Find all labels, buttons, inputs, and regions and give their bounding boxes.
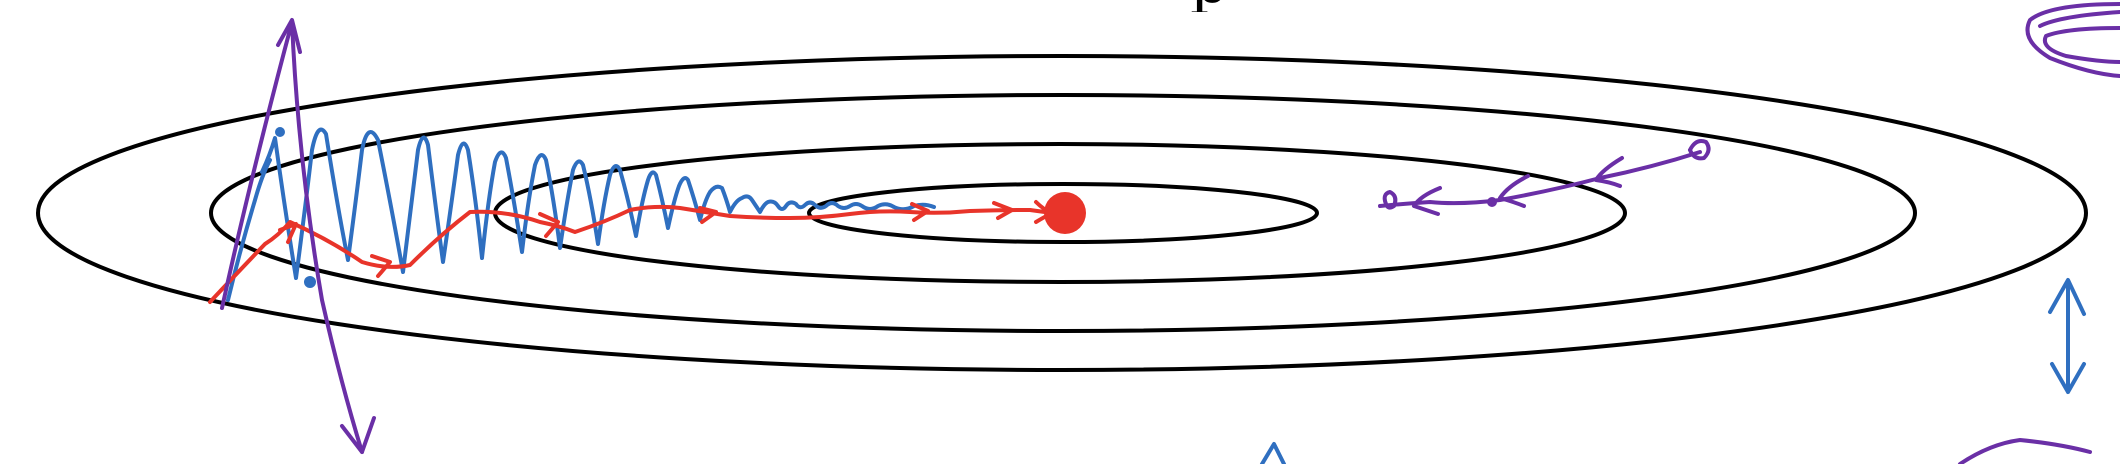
minimum-point [1044, 192, 1086, 234]
corner-scribble [2025, 2, 2120, 78]
oscillating-path-end-dot [304, 276, 316, 288]
bottom-edge-stroke [1260, 442, 1286, 464]
contour-outer [36, 54, 2088, 372]
bottom-right-stroke [1958, 438, 2092, 464]
vertical-oscillation-arrow-bottom-head [340, 416, 376, 454]
reverse-path-start-loop [1688, 139, 1711, 161]
reverse-path-end-loop [1382, 190, 1398, 210]
vertical-oscillation-arrow [220, 20, 364, 454]
smoothed-path-arrowheads [278, 201, 1014, 278]
smoothed-path [208, 204, 1032, 304]
reverse-path-arrowheads [1412, 156, 1624, 216]
reverse-path-mid-dot [1487, 197, 1497, 207]
clipped-top-glyph: p [1190, 0, 1226, 12]
contour-inner [807, 182, 1319, 244]
contour-second [209, 93, 1917, 333]
oscillating-path [260, 127, 936, 280]
reverse-path [1378, 150, 1702, 208]
oscillating-path-top-dot [275, 127, 285, 137]
vertical-oscillation-arrow-top-head [276, 18, 302, 54]
vertical-double-arrow [2048, 278, 2086, 394]
clipped-top-glyph-text: p [1190, 0, 1226, 12]
